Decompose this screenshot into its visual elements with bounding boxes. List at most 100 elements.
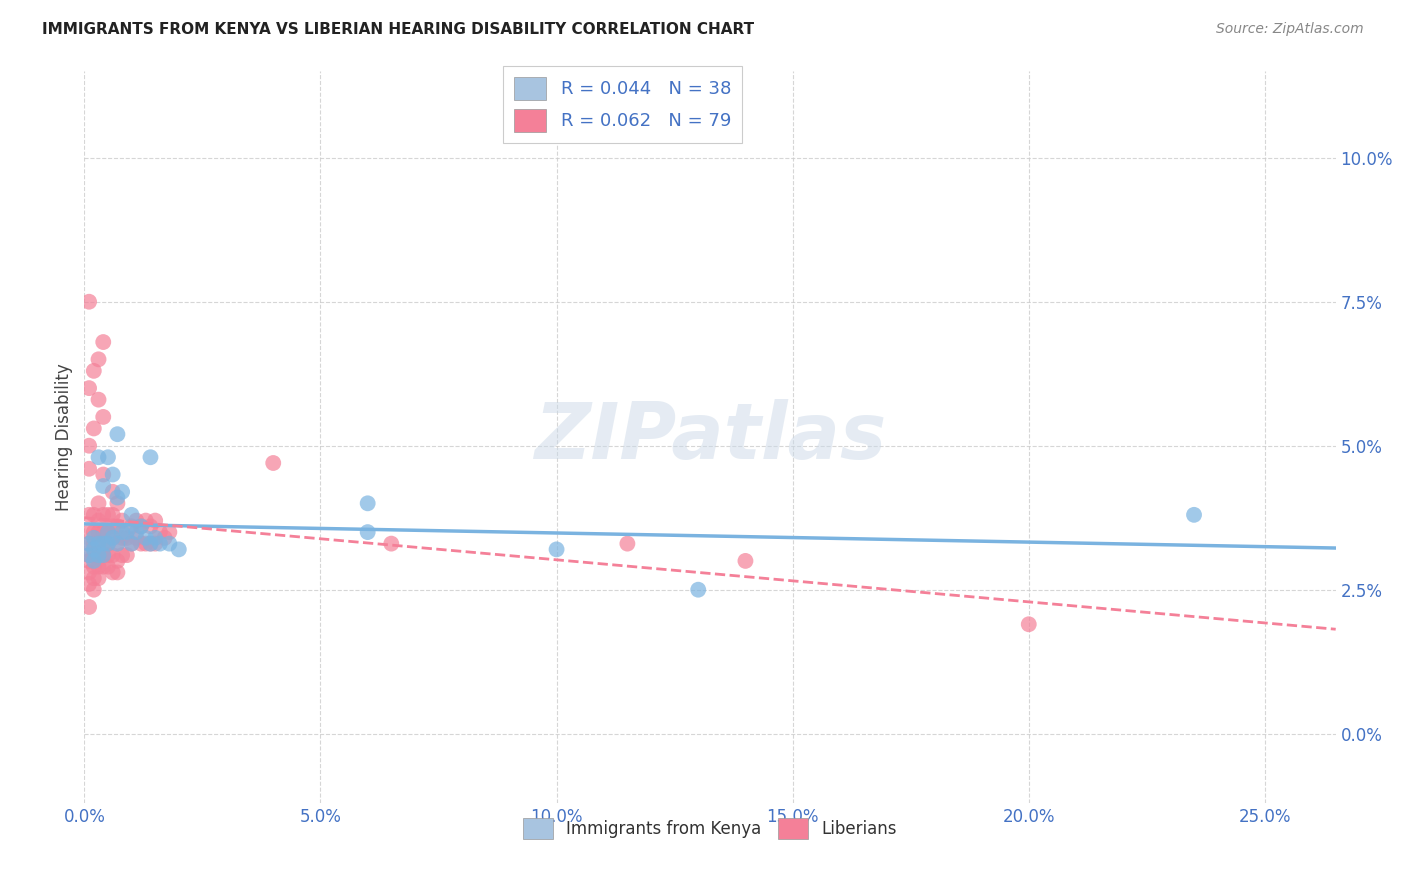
Point: [91, 525, 114, 540]
Point: [101, 519, 124, 533]
Point: [91, 548, 114, 562]
Point: [77, 462, 100, 476]
Point: [97, 525, 120, 540]
Point: [77, 439, 100, 453]
Point: [115, 525, 138, 540]
Y-axis label: Hearing Disability: Hearing Disability: [55, 363, 73, 511]
Point: [83, 536, 105, 550]
Point: [83, 421, 105, 435]
Point: [107, 491, 129, 505]
Text: ZIPatlas: ZIPatlas: [534, 399, 886, 475]
Point: [380, 536, 402, 550]
Point: [1018, 617, 1040, 632]
Point: [77, 525, 100, 540]
Point: [83, 525, 105, 540]
Point: [91, 536, 114, 550]
Point: [97, 559, 120, 574]
Point: [129, 519, 152, 533]
Point: [121, 536, 143, 550]
Point: [83, 508, 105, 522]
Point: [77, 508, 100, 522]
Point: [87, 392, 110, 407]
Point: [91, 508, 114, 522]
Point: [83, 582, 105, 597]
Point: [77, 554, 100, 568]
Point: [111, 531, 134, 545]
Point: [107, 519, 129, 533]
Point: [115, 531, 138, 545]
Point: [101, 566, 124, 580]
Point: [101, 508, 124, 522]
Point: [87, 571, 110, 585]
Point: [91, 548, 114, 562]
Point: [83, 364, 105, 378]
Point: [125, 514, 148, 528]
Point: [262, 456, 284, 470]
Point: [83, 554, 105, 568]
Point: [83, 542, 105, 557]
Point: [101, 531, 124, 545]
Point: [157, 525, 180, 540]
Point: [87, 352, 110, 367]
Point: [167, 542, 190, 557]
Point: [107, 554, 129, 568]
Point: [101, 531, 124, 545]
Point: [139, 536, 162, 550]
Text: Source: ZipAtlas.com: Source: ZipAtlas.com: [1216, 22, 1364, 37]
Point: [111, 484, 134, 499]
Point: [125, 525, 148, 540]
Point: [135, 531, 157, 545]
Point: [121, 508, 143, 522]
Point: [87, 559, 110, 574]
Point: [1182, 508, 1205, 522]
Legend: Immigrants from Kenya, Liberians: Immigrants from Kenya, Liberians: [516, 811, 904, 846]
Point: [129, 519, 152, 533]
Point: [77, 599, 100, 614]
Point: [87, 496, 110, 510]
Point: [149, 525, 172, 540]
Text: IMMIGRANTS FROM KENYA VS LIBERIAN HEARING DISABILITY CORRELATION CHART: IMMIGRANTS FROM KENYA VS LIBERIAN HEARIN…: [42, 22, 754, 37]
Point: [101, 467, 124, 482]
Point: [357, 496, 380, 510]
Point: [91, 536, 114, 550]
Point: [91, 559, 114, 574]
Point: [97, 508, 120, 522]
Point: [135, 514, 157, 528]
Point: [77, 294, 100, 309]
Point: [107, 536, 129, 550]
Point: [77, 536, 100, 550]
Point: [111, 525, 134, 540]
Point: [139, 450, 162, 465]
Point: [107, 496, 129, 510]
Point: [107, 427, 129, 442]
Point: [77, 381, 100, 395]
Point: [107, 566, 129, 580]
Point: [87, 525, 110, 540]
Point: [91, 409, 114, 424]
Point: [121, 519, 143, 533]
Point: [83, 571, 105, 585]
Point: [153, 531, 176, 545]
Point: [101, 484, 124, 499]
Point: [143, 531, 166, 545]
Point: [97, 450, 120, 465]
Point: [77, 548, 100, 562]
Point: [77, 577, 100, 591]
Point: [87, 548, 110, 562]
Point: [101, 548, 124, 562]
Point: [83, 531, 105, 545]
Point: [129, 536, 152, 550]
Point: [97, 525, 120, 540]
Point: [135, 536, 157, 550]
Point: [87, 536, 110, 550]
Point: [77, 548, 100, 562]
Point: [149, 536, 172, 550]
Point: [97, 536, 120, 550]
Point: [111, 514, 134, 528]
Point: [87, 536, 110, 550]
Point: [111, 548, 134, 562]
Point: [87, 514, 110, 528]
Point: [357, 525, 380, 540]
Point: [115, 548, 138, 562]
Point: [91, 334, 114, 349]
